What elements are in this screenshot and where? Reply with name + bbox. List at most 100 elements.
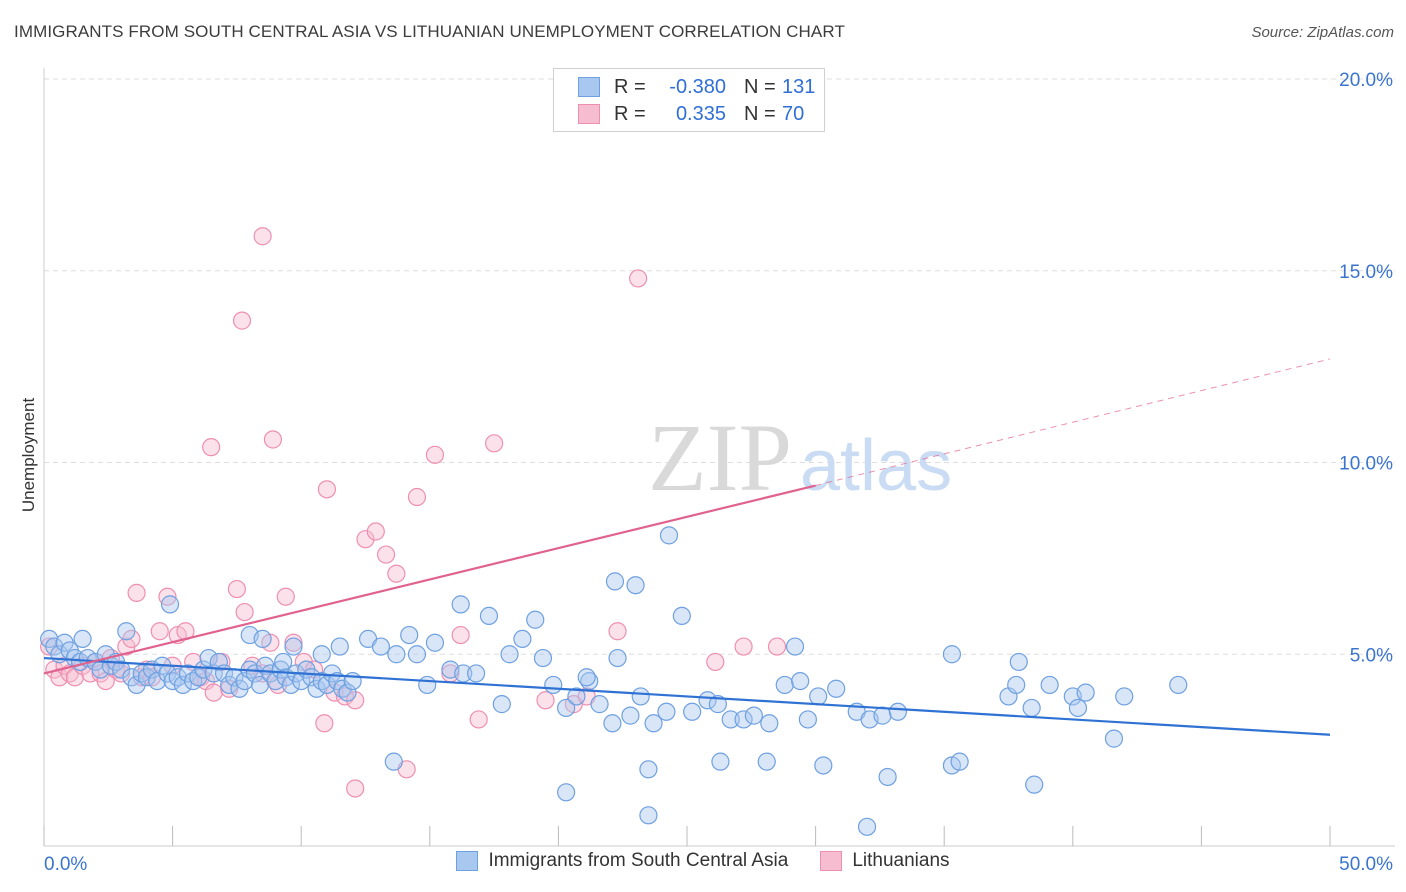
south-central-asia-point — [281, 675, 301, 695]
lithuanians-point — [425, 445, 445, 464]
legend-n-label: N = — [744, 75, 776, 98]
south-central-asia-point — [757, 752, 776, 771]
south-central-asia-point — [657, 702, 676, 721]
south-central-asia-point — [873, 706, 892, 725]
source-label: Source: ZipAtlas.com — [1251, 24, 1394, 41]
watermark-atlas: atlas — [800, 426, 952, 506]
south-central-asia-point — [1076, 683, 1095, 702]
south-central-asia-point — [644, 714, 663, 733]
lithuanians-point — [315, 714, 334, 733]
south-central-asia-points — [40, 526, 1188, 836]
legend-n-label: N = — [744, 102, 776, 125]
lithuanians-point — [536, 691, 555, 710]
south-central-asia-point — [775, 675, 794, 695]
south-central-asia-point — [1104, 729, 1124, 748]
legend-label-south-central-asia: Immigrants from South Central Asia — [488, 850, 789, 871]
south-central-asia-point — [400, 625, 419, 645]
legend-n-value: 131 — [782, 75, 816, 98]
south-central-asia-point — [711, 752, 730, 771]
y-tick-label: 5.0% — [1350, 645, 1393, 666]
lithuanians-point — [235, 602, 254, 622]
south-central-asia-point — [1009, 652, 1028, 672]
south-central-asia-point — [127, 675, 146, 695]
south-central-asia-trend-line — [43, 656, 1331, 736]
south-central-asia-point — [827, 679, 846, 698]
grid-lines — [44, 78, 1395, 655]
south-central-asia-point — [888, 702, 908, 721]
south-central-asia-point — [639, 760, 658, 779]
south-central-asia-point — [112, 660, 131, 679]
lithuanians-point — [150, 622, 169, 641]
south-central-asia-point — [526, 610, 545, 629]
legend-r-value: -0.380 — [669, 75, 726, 98]
south-central-asia-point — [791, 671, 810, 691]
lithuanians-point — [253, 227, 272, 246]
south-central-asia-point — [621, 706, 640, 725]
x-tick-label: 50.0% — [1339, 854, 1393, 875]
south-central-asia-point — [371, 637, 391, 656]
south-central-asia-point — [1025, 775, 1044, 794]
lithuanians-point — [232, 311, 252, 330]
legend-n-value: 70 — [782, 102, 805, 125]
south-central-asia-point — [814, 756, 833, 775]
lithuanians-point — [767, 637, 787, 656]
legend-row-blue: R = -0.380 N = 131 — [578, 74, 815, 100]
south-central-asia-point — [760, 714, 779, 733]
series-legend: Immigrants from South Central Asia Lithu… — [0, 850, 1406, 872]
lithuanians-point — [284, 633, 303, 652]
legend-item-south-central-asia: Immigrants from South Central Asia — [456, 850, 788, 872]
chart-title: IMMIGRANTS FROM SOUTH CENTRAL ASIA VS LI… — [14, 22, 845, 41]
south-central-asia-point — [1115, 687, 1134, 706]
south-central-asia-point — [330, 637, 349, 656]
south-central-asia-point — [284, 637, 303, 656]
south-central-asia-point — [608, 648, 627, 668]
south-central-asia-point — [631, 687, 650, 706]
south-central-asia-point — [1169, 675, 1188, 695]
south-central-asia-point — [744, 706, 763, 725]
south-central-asia-point — [1068, 698, 1088, 718]
y-tick-label: 15.0% — [1339, 262, 1393, 283]
south-central-asia-point — [950, 752, 969, 771]
south-central-asia-point — [734, 710, 753, 729]
legend-label-lithuanians: Lithuanians — [852, 850, 950, 871]
south-central-asia-point — [466, 664, 486, 683]
lithuanians-point — [204, 683, 223, 702]
lithuanians-point — [112, 664, 131, 683]
south-central-asia-point — [544, 675, 563, 695]
lithuanians-point — [451, 625, 470, 645]
lithuanians-point — [356, 530, 375, 549]
south-central-asia-point — [590, 695, 609, 714]
south-central-asia-point — [708, 695, 727, 714]
legend-r-label: R = — [614, 75, 646, 98]
south-central-asia-point — [577, 668, 596, 687]
trend-lines — [43, 358, 1331, 736]
legend-item-lithuanians: Lithuanians — [820, 850, 950, 872]
south-central-asia-point — [721, 710, 740, 729]
south-central-asia-point — [785, 637, 805, 656]
south-central-asia-point — [338, 683, 357, 702]
lithuanians-trend-line — [43, 484, 816, 675]
south-central-asia-point — [942, 645, 962, 664]
south-central-asia-point — [194, 660, 213, 679]
south-central-asia-point — [274, 652, 293, 672]
pink-swatch — [820, 851, 843, 871]
lithuanians-point — [317, 480, 337, 499]
south-central-asia-point — [451, 595, 470, 614]
south-central-asia-point — [479, 606, 499, 626]
y-tick-label: 10.0% — [1339, 454, 1393, 475]
lithuanians-point — [81, 664, 100, 683]
lithuanians-point — [376, 545, 396, 564]
lithuanians-point — [629, 269, 648, 288]
south-central-asia-point — [173, 675, 192, 695]
south-central-asia-point — [1040, 675, 1059, 695]
pink-swatch — [578, 104, 600, 124]
south-central-asia-point — [407, 645, 427, 664]
south-central-asia-point — [513, 629, 532, 649]
south-central-asia-point — [626, 576, 645, 595]
legend-r-label: R = — [614, 102, 646, 125]
south-central-asia-point — [605, 572, 625, 591]
lithuanians-point — [127, 583, 146, 602]
lithuanians-point — [276, 587, 295, 606]
lithuanians-point — [485, 434, 504, 453]
